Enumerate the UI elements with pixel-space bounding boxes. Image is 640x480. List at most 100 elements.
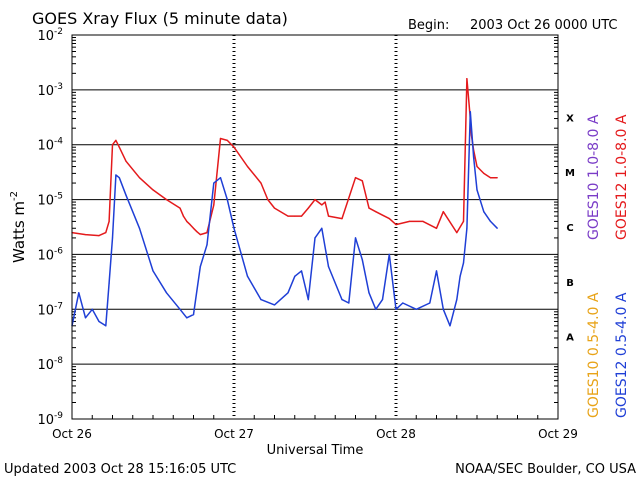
data-point (98, 235, 100, 237)
gridlines (72, 89, 558, 365)
series-0 (71, 77, 498, 237)
data-point (395, 223, 397, 226)
data-point (456, 299, 458, 301)
x-tick-label-0: Oct 26 (52, 427, 92, 441)
data-point (287, 215, 289, 217)
y-tick-label-7: 10-2 (37, 27, 63, 44)
data-point (459, 275, 461, 277)
flare-class-labels: X M C B A (565, 113, 575, 343)
data-point (314, 198, 316, 201)
legend-entry-1: GOES12 1.0-8.0 A (614, 114, 630, 240)
data-point (294, 275, 296, 277)
data-point (496, 177, 498, 179)
data-point (108, 220, 110, 223)
data-point (408, 220, 411, 223)
data-point (115, 139, 117, 141)
data-point (152, 270, 154, 272)
data-point (395, 308, 397, 310)
data-point (483, 211, 485, 213)
data-point (476, 165, 478, 168)
data-point (422, 220, 424, 223)
data-point (219, 137, 222, 140)
data-point (192, 314, 195, 316)
data-point (138, 227, 141, 229)
data-point (287, 292, 289, 294)
data-point (186, 317, 188, 319)
data-point (354, 177, 357, 179)
data-point (307, 207, 309, 209)
data-point (466, 227, 468, 229)
begin-label: Begin: (408, 18, 449, 33)
data-point (341, 217, 343, 220)
data-point (483, 172, 485, 174)
data-point (138, 177, 141, 179)
data-point (219, 177, 222, 179)
data-point (402, 302, 404, 304)
data-point (179, 308, 181, 310)
flare-class-c: C (566, 223, 573, 234)
data-point (213, 182, 215, 184)
svg-text:Watts m-2: Watts m-2 (9, 191, 28, 263)
data-point (489, 220, 492, 223)
y-tick-label-2: 10-7 (37, 301, 63, 318)
data-point (375, 211, 377, 213)
data-point (267, 198, 269, 201)
data-point (341, 299, 343, 301)
data-point (324, 201, 326, 203)
y-tick-label-5: 10-4 (37, 137, 63, 154)
data-point (260, 182, 262, 184)
data-point (442, 308, 444, 310)
series-lines (71, 77, 498, 327)
x-axis-ticks: Oct 26 Oct 27 Oct 28 Oct 29 (52, 35, 578, 441)
legend-entry-0: GOES10 1.0-8.0 A (586, 114, 602, 240)
data-point (84, 233, 87, 236)
data-point (165, 198, 168, 201)
data-point (165, 292, 168, 294)
data-point (118, 146, 120, 148)
legend: GOES10 1.0-8.0 A GOES12 1.0-8.0 A GOES10 0… (586, 114, 630, 418)
data-point (199, 265, 201, 268)
data-point (361, 259, 363, 261)
flare-class-x: X (566, 113, 574, 124)
y-tick-label-1: 10-8 (37, 356, 63, 373)
x-tick-label-2: Oct 28 (376, 427, 416, 441)
data-point (388, 217, 390, 220)
data-point (321, 204, 323, 206)
data-point (456, 231, 458, 234)
plot-frame (71, 34, 559, 420)
x-axis-label: Universal Time (267, 443, 364, 458)
data-point (294, 215, 296, 217)
series-1 (71, 110, 498, 327)
data-point (233, 146, 235, 148)
data-point (192, 227, 195, 229)
data-point (381, 299, 384, 301)
begin-value: 2003 Oct 26 0000 UTC (470, 18, 618, 33)
data-point (111, 237, 114, 239)
data-point (469, 111, 471, 113)
data-point (388, 253, 390, 256)
flare-class-a: A (566, 333, 574, 344)
data-point (462, 220, 465, 223)
data-point (199, 233, 201, 236)
series-line (71, 77, 498, 237)
data-point (375, 308, 377, 310)
data-point (115, 174, 117, 176)
x-tick-label-1: Oct 27 (214, 427, 254, 441)
data-point (226, 198, 228, 201)
y-tick-label-4: 10-5 (37, 192, 63, 209)
data-point (368, 292, 370, 294)
data-point (273, 304, 276, 306)
data-point (233, 227, 235, 229)
updated-timestamp: Updated 2003 Oct 28 15:16:05 UTC (4, 462, 236, 477)
y-tick-label-3: 10-6 (37, 246, 63, 263)
flare-class-m: M (565, 168, 575, 179)
data-point (489, 177, 492, 179)
data-point (354, 237, 357, 239)
data-point (300, 215, 303, 217)
data-point (462, 262, 465, 264)
data-point (111, 144, 114, 146)
data-point (429, 302, 431, 304)
source-credit: NOAA/SEC Boulder, CO USA (455, 462, 636, 477)
data-point (361, 180, 363, 182)
y-tick-label-0: 10-9 (37, 411, 63, 428)
